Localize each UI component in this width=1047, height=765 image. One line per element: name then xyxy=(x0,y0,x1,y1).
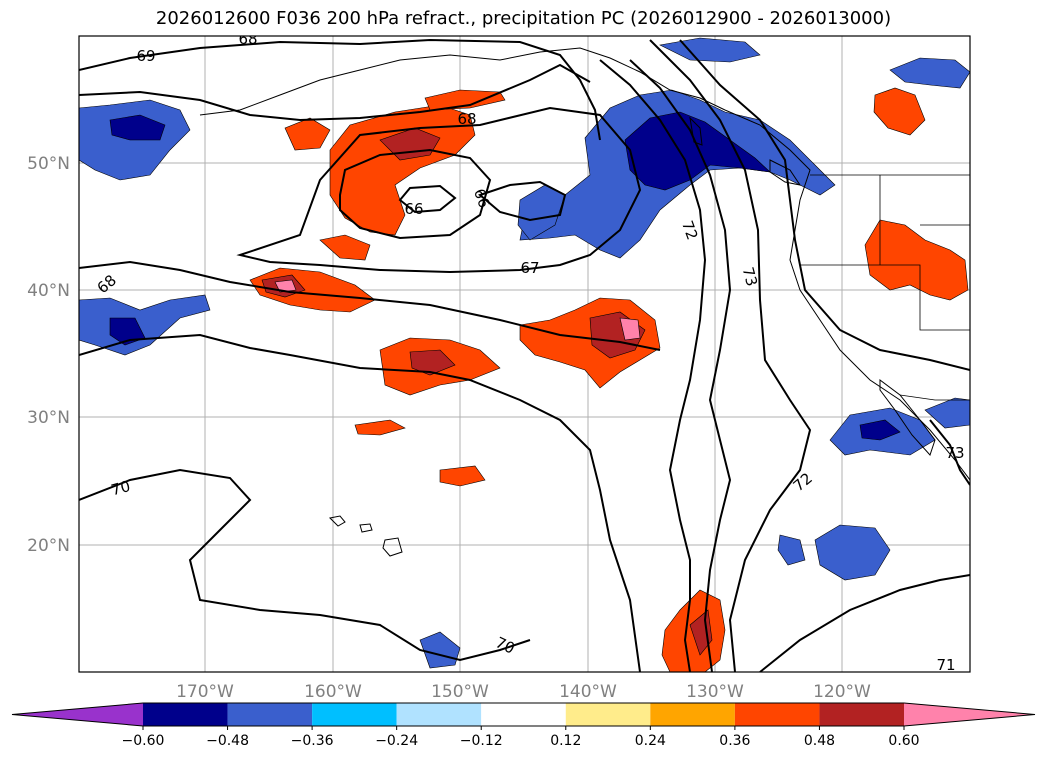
contour-label: 73 xyxy=(739,265,761,288)
lon-label-120w: 120°W xyxy=(813,682,871,702)
map-frame xyxy=(78,35,971,673)
contour-label: 73 xyxy=(945,444,964,462)
contour-70-west xyxy=(79,333,641,672)
colorbar-ticks: −0.60 −0.48 −0.36 −0.24 −0.12 0.12 0.24 0.36 0.4… xyxy=(122,726,920,749)
colorbar-tick-label: −0.24 xyxy=(375,733,418,749)
colorbar-tick-label: −0.60 xyxy=(122,733,165,749)
lat-label-20n: 20°N xyxy=(27,536,70,556)
contour-label: 67 xyxy=(520,259,539,277)
pos-area-west-low xyxy=(354,419,406,436)
contour-label: 68 xyxy=(457,110,476,128)
neg-area-ne-corner xyxy=(889,57,970,89)
contour-label: 69 xyxy=(136,47,155,65)
contour-jet-1 xyxy=(599,59,707,672)
lon-label-150w: 150°W xyxy=(431,682,489,702)
colorbar: −0.60 −0.48 −0.36 −0.24 −0.12 0.12 0.24 0.36 0.4… xyxy=(11,702,1036,749)
contour-66-ring xyxy=(339,148,492,240)
contour-66-east xyxy=(478,180,567,222)
neg-area-west-midlat xyxy=(79,294,211,356)
colorbar-tick-label: 0.36 xyxy=(719,733,750,749)
contour-label: 66 xyxy=(404,200,423,218)
lon-label-140w: 140°W xyxy=(559,682,617,702)
neg-area-south xyxy=(419,631,461,669)
colorbar-tick-label: −0.48 xyxy=(206,733,249,749)
pos-area-ne xyxy=(873,87,926,136)
colorbar-extend-high xyxy=(904,703,1035,726)
contour-68-west xyxy=(79,260,661,351)
lon-label-170w: 170°W xyxy=(176,682,234,702)
pos-area-us-west xyxy=(864,219,969,301)
latitude-labels: 50°N 40°N 30°N 20°N xyxy=(27,154,70,556)
contour-label: 66 xyxy=(470,186,493,210)
map-panel: 69 68 68 66 66 67 68 70 72 73 70 71 73 7… xyxy=(78,30,971,674)
contour-label: 68 xyxy=(238,30,257,48)
chart-title: 2026012600 F036 200 hPa refract., precip… xyxy=(155,8,892,29)
contour-67 xyxy=(236,106,642,274)
lat-label-40n: 40°N xyxy=(27,281,70,301)
colorbar-tick-label: 0.12 xyxy=(550,733,581,749)
colorbar-bin xyxy=(481,703,566,726)
coastline-baja xyxy=(879,379,936,456)
coastline-alaska xyxy=(199,47,726,116)
colorbar-bin xyxy=(734,703,820,726)
colorbar-tick-label: 0.60 xyxy=(888,733,919,749)
neg-area-mexico-offshore-core xyxy=(859,419,901,441)
longitude-labels: 170°W 160°W 150°W 140°W 130°W 120°W xyxy=(176,682,871,702)
pos-area-central-core xyxy=(409,349,456,376)
lon-label-160w: 160°W xyxy=(304,682,362,702)
colorbar-bin xyxy=(396,703,482,726)
colorbar-extend-low xyxy=(12,703,143,726)
pos-area-southern-tongue-core xyxy=(689,609,713,656)
colorbar-tick-label: −0.12 xyxy=(460,733,503,749)
contour-label: 71 xyxy=(936,656,955,674)
neg-area-west-midlat-core xyxy=(109,317,146,346)
contour-68-north xyxy=(79,63,591,122)
pos-area-east-central-pink xyxy=(619,317,641,341)
colorbar-bin xyxy=(227,703,313,726)
border-us-mexico xyxy=(899,394,970,401)
contour-label: 72 xyxy=(678,218,701,242)
contour-66-inner xyxy=(398,184,457,214)
map-background xyxy=(79,36,970,672)
positive-anomaly-areas xyxy=(249,87,969,672)
contour-jet-3 xyxy=(649,39,812,672)
border-states-west xyxy=(800,175,970,331)
colorbar-tick-label: 0.48 xyxy=(804,733,835,749)
refractivity-contours xyxy=(79,38,970,672)
colorbar-bin xyxy=(650,703,735,726)
contour-71 xyxy=(759,574,970,672)
contour-69 xyxy=(79,38,601,141)
pos-area-west-midlat-small xyxy=(319,234,371,261)
lon-label-130w: 130°W xyxy=(686,682,744,702)
contour-label: 70 xyxy=(109,477,132,499)
colorbar-tick-label: 0.24 xyxy=(635,733,666,749)
neg-area-tropical-east-b xyxy=(777,534,806,566)
contour-jet-2 xyxy=(629,59,732,672)
colorbar-segments xyxy=(11,702,1036,727)
colorbar-bin xyxy=(143,703,228,726)
contour-73-east xyxy=(929,419,970,486)
pos-area-mid-west-pink xyxy=(274,279,297,293)
neg-area-coast-core xyxy=(624,111,771,191)
coastline-hawaii xyxy=(328,515,403,557)
neg-area-gulf-north xyxy=(659,37,761,63)
lat-label-50n: 50°N xyxy=(27,154,70,174)
colorbar-bin xyxy=(565,703,651,726)
pos-area-subtropic xyxy=(439,465,486,487)
neg-area-tropical-east xyxy=(814,524,891,581)
colorbar-bin xyxy=(312,703,397,726)
contour-70-south xyxy=(79,468,531,662)
contour-jet-4 xyxy=(679,39,970,371)
political-borders xyxy=(800,174,970,401)
neg-area-nw-core xyxy=(109,114,166,141)
lat-label-30n: 30°N xyxy=(27,408,70,428)
colorbar-bin xyxy=(819,703,904,726)
colorbar-tick-label: −0.36 xyxy=(291,733,334,749)
